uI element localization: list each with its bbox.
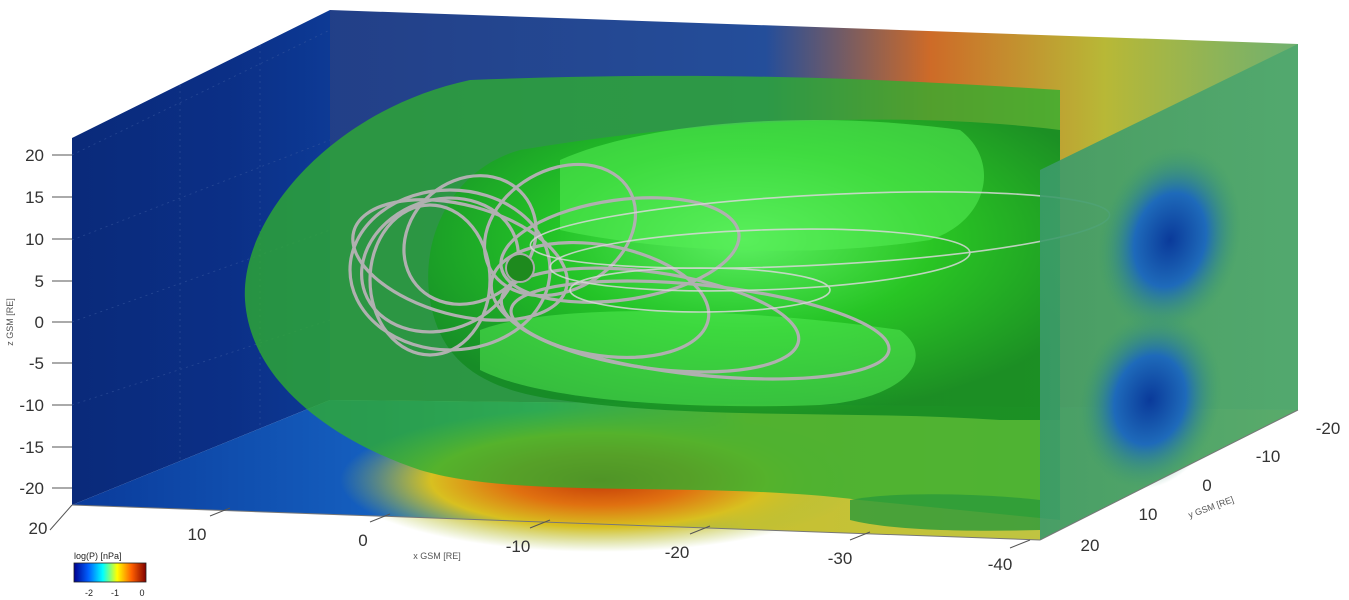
colorbar-legend: log(P) [nPa] -2 -1 0 (73, 551, 147, 598)
back-wall-plane (72, 10, 330, 505)
z-axis-title: z GSM [RE] (5, 298, 15, 346)
colorbar-tick: -1 (111, 588, 119, 598)
side-low-pressure-lower (1078, 311, 1222, 489)
z-tick-label: -5 (29, 354, 44, 373)
x-tick-label: 10 (188, 525, 207, 544)
z-tick-label: 15 (25, 188, 44, 207)
y-tick-label: -20 (1316, 419, 1341, 438)
colorbar-tick: 0 (139, 588, 144, 598)
side-low-pressure-upper (1098, 146, 1242, 334)
z-tick-label: 20 (25, 146, 44, 165)
x-tick-label: -10 (506, 537, 531, 556)
y-tick-label: 0 (1202, 476, 1211, 495)
z-tick-label: -10 (19, 396, 44, 415)
colorbar-tick: -2 (85, 588, 93, 598)
z-tick-label: 0 (35, 313, 44, 332)
colorbar-title: log(P) [nPa] (74, 551, 122, 561)
z-axis: 20 15 10 5 0 -5 -10 -15 -20 z GSM [RE] (5, 146, 72, 498)
z-tick-label: 5 (35, 272, 44, 291)
y-tick-label: -10 (1256, 447, 1281, 466)
x-tick-label: -20 (665, 543, 690, 562)
x-axis: 20 10 0 -10 -20 -30 -40 x GSM [RE] (29, 504, 1041, 574)
z-tick-label: 10 (25, 230, 44, 249)
x-tick-label: -40 (988, 555, 1013, 574)
z-tick-label: -15 (19, 438, 44, 457)
upper-lobe (560, 120, 984, 251)
x-axis-title: x GSM [RE] (413, 551, 461, 561)
colorbar-gradient (73, 562, 147, 583)
y-axis-title: y GSM [RE] (1187, 494, 1235, 520)
earth (505, 253, 535, 283)
x-tick-label: -30 (828, 549, 853, 568)
y-tick-label: 20 (1081, 536, 1100, 555)
magnetic-field-lines (348, 162, 891, 381)
z-tick-label: -20 (19, 479, 44, 498)
tail-isosurface-lower (850, 494, 1040, 531)
lower-lobe (480, 311, 916, 407)
y-tick-label: 10 (1139, 505, 1158, 524)
x-tick-label: 20 (29, 519, 48, 538)
x-tick-label: 0 (358, 531, 367, 550)
